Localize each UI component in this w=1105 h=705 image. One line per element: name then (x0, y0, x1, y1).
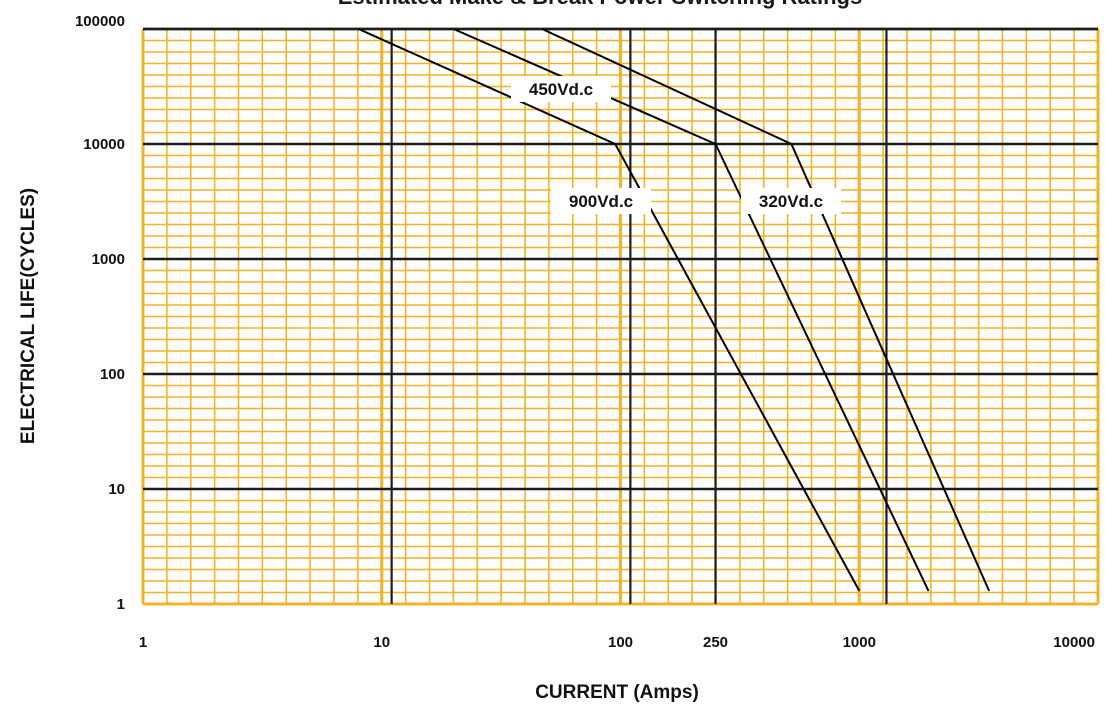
series-label-450-text: 450Vd.c (529, 80, 593, 99)
x-tick-label: 1000 (843, 634, 876, 651)
chart-title: Estimated Make & Break Power Switching R… (338, 0, 862, 9)
x-tick-label: 10000 (1053, 634, 1095, 651)
y-tick-label: 10000 (83, 136, 125, 153)
minor-grid (141, 29, 1100, 604)
series-lines (358, 28, 991, 592)
y-tick-label: 10 (108, 481, 125, 498)
x-tick-label: 250 (703, 634, 728, 651)
y-tick-labels: 1 10 100 1000 10000 100000 (75, 13, 125, 613)
x-tick-label: 1 (139, 634, 147, 651)
series-label-450: 450Vd.c (511, 76, 611, 102)
x-axis-title: CURRENT (Amps) (535, 682, 699, 703)
major-grid (143, 27, 1098, 606)
y-axis-title: ELECTRICAL LIFE(CYCLES) (18, 188, 39, 444)
series-label-900-text: 900Vd.c (569, 192, 633, 211)
y-tick-label: 100 (100, 366, 125, 383)
y-tick-label: 1000 (92, 251, 125, 268)
x-tick-label: 100 (608, 634, 633, 651)
series-label-320-text: 320Vd.c (759, 192, 823, 211)
y-tick-label: 1 (117, 596, 125, 613)
series-line-450vdc (453, 28, 930, 592)
series-line-320vdc (541, 28, 991, 592)
x-tick-label: 10 (373, 634, 390, 651)
reference-lines (390, 29, 888, 604)
x-tick-labels: 1 10 100 250 1000 10000 (139, 634, 1095, 651)
series-label-900: 900Vd.c (551, 188, 651, 214)
y-tick-label: 100000 (75, 13, 125, 30)
series-labels: 450Vd.c 900Vd.c 320Vd.c (511, 76, 841, 214)
series-label-320: 320Vd.c (741, 188, 841, 214)
series-line-900vdc (358, 28, 861, 592)
